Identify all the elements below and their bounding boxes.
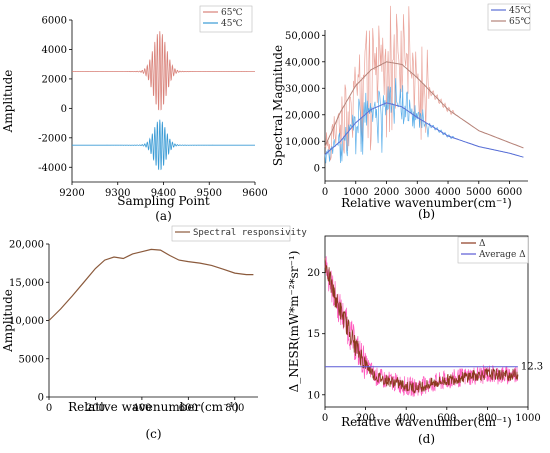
x-tick-label: 600 xyxy=(179,403,198,414)
y-tick-label: 50,000 xyxy=(285,31,320,42)
series-noise xyxy=(324,78,524,164)
panel-caption: (a) xyxy=(155,209,172,223)
y-tick-label: 30,000 xyxy=(285,84,320,95)
x-tick-label: 4000 xyxy=(435,187,460,198)
y-tick-label: 0 xyxy=(38,393,44,404)
panel-a: 9200 9300 9400 9500 9600 -4000 -2000 0 2000 4000 6… xyxy=(1,5,268,223)
x-tick-label: 2000 xyxy=(374,187,399,198)
y-tick-label: 10 xyxy=(307,390,320,401)
y-tick-label: 6000 xyxy=(42,16,67,27)
y-tick-label: 5000 xyxy=(19,354,44,365)
y-tick-label: 0 xyxy=(61,104,67,115)
series-line xyxy=(324,102,524,158)
legend-label: Average Δ xyxy=(478,250,526,260)
panel-caption: (b) xyxy=(418,207,435,221)
y-tick-label: 10,000 xyxy=(9,316,44,327)
panel-d: 0 200 400 600 800 1000 10 15 20 Relative wavenumb… xyxy=(287,235,543,446)
y-axis-title: Amplitude xyxy=(1,70,15,134)
y-axis-title: Δ_NESR(mW*m⁻²*sr⁻¹) xyxy=(287,251,301,393)
y-tick-label: 15,000 xyxy=(9,278,44,289)
x-tick-label: 200 xyxy=(86,403,105,414)
x-tick-label: 800 xyxy=(478,413,497,424)
legend-label: 65℃ xyxy=(509,17,531,27)
x-tick-label: 1000 xyxy=(343,187,368,198)
panel-caption: (d) xyxy=(418,432,435,446)
average-label: 12.3 xyxy=(521,362,543,373)
legend-box xyxy=(457,236,529,264)
x-tick-label: 9200 xyxy=(59,188,84,199)
y-tick-label: 15 xyxy=(307,329,320,340)
x-axis-title: Sampling Point xyxy=(117,194,210,208)
legend-box xyxy=(171,225,291,242)
y-tick-label: 0 xyxy=(314,163,320,174)
x-tick-label: 9600 xyxy=(242,188,267,199)
x-tick-label: 400 xyxy=(397,413,416,424)
y-tick-label: 20 xyxy=(307,268,320,279)
x-tick-label: 9400 xyxy=(151,188,176,199)
legend-box xyxy=(487,3,531,31)
x-tick-label: 800 xyxy=(225,403,244,414)
x-tick-label: 600 xyxy=(437,413,456,424)
panel-caption: (c) xyxy=(145,427,161,441)
y-axis-title: Spectral Magnitude xyxy=(271,45,285,166)
legend-label: Δ xyxy=(479,239,486,249)
series-line xyxy=(72,31,255,111)
x-tick-label: 400 xyxy=(132,403,151,414)
series-noise xyxy=(324,256,519,397)
y-tick-label: 20,000 xyxy=(285,110,320,121)
x-axis-title: Relative wavenumber(cm⁻¹) xyxy=(341,415,512,429)
legend-label: 45℃ xyxy=(509,6,531,16)
x-tick-label: 1000 xyxy=(515,413,540,424)
y-tick-label: -2000 xyxy=(38,133,67,144)
x-tick-label: 0 xyxy=(46,403,52,414)
series-line xyxy=(324,257,519,394)
x-tick-label: 9500 xyxy=(197,188,222,199)
y-tick-label: 4000 xyxy=(42,45,67,56)
plot-frame xyxy=(324,235,529,408)
legend-box xyxy=(199,5,253,33)
x-tick-label: 0 xyxy=(322,413,328,424)
x-axis-title: Relative wavenumber(cm⁻¹) xyxy=(341,196,512,210)
panel-c: 0 200 400 600 800 0 5000 10,000 15,000 20,000 Rela… xyxy=(1,225,307,441)
x-tick-label: 0 xyxy=(322,187,328,198)
y-tick-label: 10,000 xyxy=(285,137,320,148)
y-tick-label: -4000 xyxy=(38,163,67,174)
series-line xyxy=(324,61,524,149)
x-axis-title: Relative wavenumber(cm⁻¹) xyxy=(68,400,239,414)
legend-label: 65℃ xyxy=(221,8,243,18)
y-tick-label: 40,000 xyxy=(285,57,320,68)
x-tick-label: 5000 xyxy=(466,187,491,198)
series-line xyxy=(72,119,255,171)
x-tick-label: 9300 xyxy=(105,188,130,199)
x-tick-label: 6000 xyxy=(497,187,522,198)
x-tick-label: 3000 xyxy=(405,187,430,198)
legend-label: Spectral responsivity xyxy=(193,228,307,238)
x-tick-label: 200 xyxy=(356,413,375,424)
y-tick-label: 20,000 xyxy=(9,240,44,251)
panel-b: 0 1000 2000 3000 4000 5000 6000 0 10,000 20,000 30… xyxy=(271,3,531,221)
y-axis-title: Amplitude xyxy=(1,289,15,353)
y-tick-label: 2000 xyxy=(42,74,67,85)
legend-label: 45℃ xyxy=(221,19,243,29)
series-line xyxy=(48,248,254,321)
